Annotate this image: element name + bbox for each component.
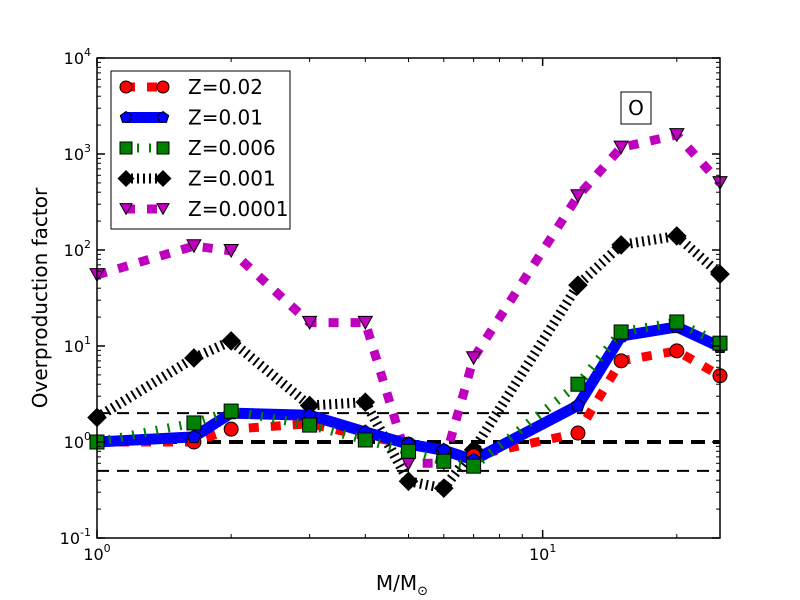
legend-marker-icon [119, 141, 133, 155]
legend-marker-icon [119, 203, 133, 216]
data-point [570, 376, 586, 392]
data-point [186, 239, 202, 254]
data-point [357, 315, 374, 330]
legend-frame [110, 70, 291, 230]
series-markers [87, 128, 730, 499]
data-point [433, 478, 454, 499]
legend-item: Z=0.001 [117, 167, 276, 191]
data-point [568, 275, 588, 295]
y-tick-label: 103 [64, 142, 91, 164]
data-point [223, 403, 239, 419]
data-point [669, 314, 685, 330]
data-point [611, 235, 631, 255]
legend-label: Z=0.01 [188, 106, 263, 130]
legend-marker-icon [156, 80, 170, 94]
legend-marker-icon [154, 169, 172, 188]
data-point [613, 140, 629, 155]
data-point [398, 471, 419, 492]
data-point [668, 128, 685, 143]
legend-label: Z=0.006 [188, 136, 276, 160]
legend-label: Z=0.001 [188, 167, 276, 191]
series-line-Z00001 [97, 130, 720, 468]
x-axis-label: M/M⊙ [376, 571, 428, 599]
data-point [221, 331, 241, 351]
data-point [613, 324, 629, 340]
y-tick-label: 104 [64, 46, 91, 68]
data-point [570, 189, 586, 204]
data-point [302, 417, 318, 433]
ticks [96, 57, 720, 539]
series-line-Z0001 [97, 230, 720, 494]
y-axis-label: Overproduction factor [28, 187, 52, 408]
data-point [436, 453, 452, 469]
data-point [223, 421, 239, 437]
legend-item: Z=0.02 [119, 75, 263, 99]
legend-item: Z=0.006 [119, 136, 276, 160]
legend-marker-icon [156, 203, 170, 216]
data-point [184, 348, 204, 368]
legend-marker-icon [119, 110, 133, 123]
legend-label: Z=0.02 [188, 75, 263, 99]
y-tick-label: 101 [64, 334, 91, 356]
data-point [223, 244, 240, 259]
legend-marker-icon [156, 110, 170, 123]
legend: Z=0.02 Z=0.01 Z=0.006 Z=0.001 Z=0.0001 [110, 70, 291, 230]
annotation-frame [620, 91, 652, 125]
legend-marker-icon [117, 169, 135, 188]
y-tick-label: 102 [64, 238, 91, 260]
data-point [466, 458, 482, 474]
x-tick-label: 101 [529, 542, 556, 564]
data-point [186, 415, 202, 431]
annotation-label: O [628, 96, 644, 120]
legend-label: Z=0.0001 [188, 197, 288, 221]
data-point [465, 351, 482, 366]
legend-item: Z=0.01 [119, 106, 263, 130]
data-point [301, 315, 318, 330]
data-point [669, 343, 685, 359]
data-point [570, 425, 586, 441]
y-tick-label: 10-1 [60, 526, 91, 548]
data-point [613, 353, 629, 369]
data-point [401, 443, 416, 459]
data-point [357, 432, 373, 448]
annotation-box: O [620, 91, 652, 125]
legend-marker-icon [119, 80, 133, 94]
data-point [355, 392, 376, 412]
data-point [570, 397, 586, 412]
data-point [667, 226, 687, 246]
data-point [186, 429, 202, 444]
x-tick-label: 100 [83, 542, 110, 564]
y-tick-label: 100 [64, 430, 91, 452]
legend-marker-icon [156, 141, 170, 155]
legend-item: Z=0.0001 [119, 197, 288, 221]
